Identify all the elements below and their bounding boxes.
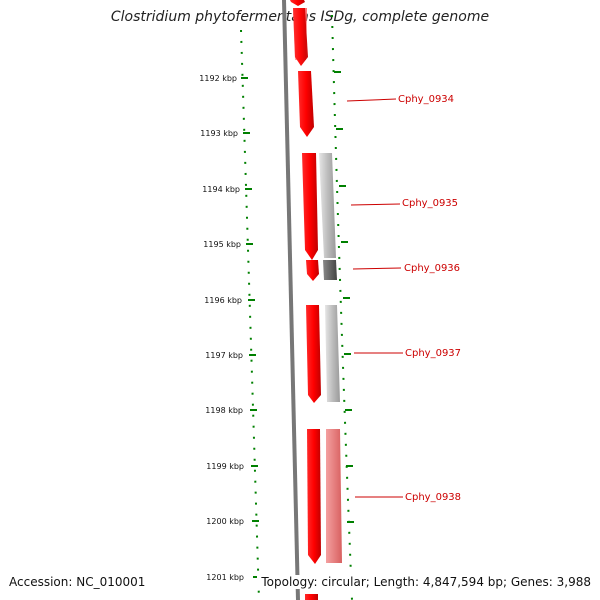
gene-arrow (293, 8, 308, 66)
homolog-0937 (325, 305, 340, 402)
gene-labels: Cphy_0934 Cphy_0935 Cphy_0936 Cphy_0937 … (398, 94, 461, 503)
kbp-label: 1199 kbp (206, 462, 244, 471)
kbp-label: 1192 kbp (199, 74, 237, 83)
homolog-0938 (326, 429, 342, 563)
kbp-label: 1193 kbp (200, 129, 238, 138)
kbp-label: 1200 kbp (206, 517, 244, 526)
kbp-label: 1196 kbp (204, 296, 242, 305)
homolog-0935 (319, 153, 336, 258)
gene-arrow-0937 (306, 305, 321, 403)
gene-label-0936[interactable]: Cphy_0936 (404, 263, 460, 274)
gene-arrow-0934 (298, 71, 314, 137)
ruler-ticks (241, 71, 355, 579)
kbp-labels: 1192 kbp 1193 kbp 1194 kbp 1195 kbp 1196… (199, 74, 244, 582)
kbp-label: 1197 kbp (205, 351, 243, 360)
gene-label-0937[interactable]: Cphy_0937 (405, 348, 461, 359)
label-leaders (346, 98, 403, 498)
accession-text: Accession: NC_010001 (9, 575, 146, 589)
kbp-label: 1195 kbp (203, 240, 241, 249)
gene-arrow (290, 0, 305, 6)
kbp-label: 1194 kbp (202, 185, 240, 194)
genome-backbone (282, 0, 300, 600)
topology-text: Topology: circular; Length: 4,847,594 bp… (257, 575, 591, 589)
homolog-0936 (323, 260, 337, 280)
gene-label-0934[interactable]: Cphy_0934 (398, 94, 454, 105)
kbp-label: 1201 kbp (206, 573, 244, 582)
gene-arrow-0935 (302, 153, 318, 260)
ruler-outer-dots (240, 29, 260, 600)
gene-features (290, 0, 342, 600)
gene-arrow-0936 (306, 260, 319, 281)
gene-label-0935[interactable]: Cphy_0935 (402, 198, 458, 209)
kbp-label: 1198 kbp (205, 406, 243, 415)
gene-label-0938[interactable]: Cphy_0938 (405, 492, 461, 503)
gene-arrow (305, 594, 318, 600)
gene-arrow-0938 (307, 429, 321, 564)
